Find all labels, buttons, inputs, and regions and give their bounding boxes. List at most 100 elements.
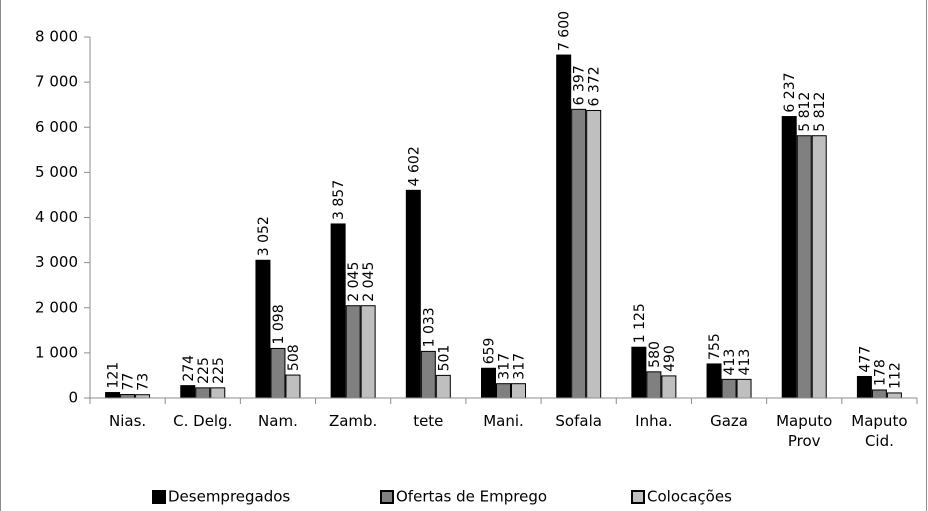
data-label: 121 [106, 362, 122, 389]
data-label: 490 [662, 345, 678, 372]
data-label: 2 045 [346, 262, 362, 302]
bar-desempregados [856, 375, 872, 399]
data-label: 659 [482, 338, 498, 365]
bar-coloca-es [285, 374, 301, 399]
data-label: 225 [211, 357, 227, 384]
y-tick-label: 2 000 [35, 298, 78, 316]
data-labels: 121 274 3 052 3 857 4 602 659 7 600 1 125 755 6 2… [106, 11, 904, 391]
bar-ofertas-de-emprego [871, 389, 887, 399]
bar-ofertas-de-emprego [270, 347, 286, 399]
bar-desempregados [631, 346, 647, 399]
bar-ofertas-de-emprego [646, 371, 662, 399]
y-tick-label: 4 000 [35, 208, 78, 226]
x-tick-label: Mani. [483, 412, 524, 430]
x-tick-label: Nias. [109, 412, 146, 430]
legend-swatch [152, 490, 166, 504]
x-tick-label-line: C. Delg. [173, 412, 232, 430]
x-tick-label-line: tete [413, 412, 443, 430]
data-label: 317 [497, 353, 513, 380]
bar-desempregados [255, 259, 271, 399]
y-tick-label: 3 000 [35, 253, 78, 271]
data-label: 178 [872, 359, 888, 386]
data-label: 413 [737, 349, 753, 376]
data-label: 3 052 [256, 216, 272, 256]
x-tick-label-line: Nam. [258, 412, 298, 430]
y-tick-label: 0 [68, 389, 78, 407]
bar-coloca-es [511, 383, 526, 399]
x-tick-label: Maputo Prov [776, 412, 832, 450]
legend-label: Colocações [647, 488, 732, 506]
data-label: 274 [181, 355, 197, 382]
x-tick-label: Maputo Cid. [851, 412, 907, 450]
x-axis: Nias. C. Delg. Nam. Zamb. tete Mani. Sofala Inh… [89, 397, 918, 450]
x-tick-label-line: Mani. [483, 412, 524, 430]
bar-desempregados [556, 54, 572, 399]
data-label: 1 125 [632, 303, 648, 343]
data-label: 6 237 [782, 72, 798, 112]
bar-ofertas-de-emprego [571, 108, 587, 399]
data-label: 5 812 [812, 92, 828, 132]
x-tick-label: Inha. [635, 412, 672, 430]
bar-desempregados [481, 367, 496, 399]
x-tick-label: Gaza [710, 412, 748, 430]
bar-desempregados [105, 392, 121, 399]
bar-desempregados [330, 223, 346, 399]
data-label: 5 812 [797, 92, 813, 132]
bar-desempregados [405, 189, 421, 399]
data-label: 580 [647, 341, 663, 368]
x-tick-label-line: Sofala [555, 412, 602, 430]
y-tick-label: 5 000 [35, 163, 78, 181]
bar-desempregados [781, 116, 797, 399]
bar-ofertas-de-emprego [120, 394, 136, 399]
data-label: 413 [722, 349, 738, 376]
x-tick-label-line: Nias. [109, 412, 146, 430]
x-tick-label: tete [413, 412, 443, 430]
bar-ofertas-de-emprego [345, 305, 361, 399]
x-tick-label: C. Delg. [173, 412, 232, 430]
x-tick-label-line: Inha. [635, 412, 672, 430]
y-tick-label: 6 000 [35, 118, 78, 136]
data-label: 508 [286, 344, 302, 371]
bar-coloca-es [586, 109, 602, 399]
bar-desempregados [706, 363, 722, 399]
y-tick-label: 8 000 [35, 28, 78, 46]
data-label: 6 372 [587, 66, 603, 106]
data-label: 7 600 [557, 11, 573, 51]
x-tick-label: Zamb. [329, 412, 377, 430]
data-label: 77 [121, 373, 137, 391]
data-label: 1 098 [271, 304, 287, 344]
x-tick-label-line: Prov [788, 432, 821, 450]
data-label: 2 045 [361, 262, 377, 302]
data-label: 755 [707, 333, 723, 360]
x-tick-label: Nam. [258, 412, 298, 430]
bar-coloca-es [886, 392, 902, 399]
data-label: 73 [136, 373, 152, 391]
data-label: 4 602 [406, 146, 422, 186]
bar-ofertas-de-emprego [420, 350, 436, 399]
bar-coloca-es [435, 374, 451, 399]
bar-ofertas-de-emprego [721, 378, 737, 399]
legend-swatch [631, 490, 645, 504]
bar-coloca-es [661, 375, 677, 399]
legend-label: Ofertas de Emprego [396, 488, 547, 506]
bar-coloca-es [736, 378, 752, 399]
y-tick-label: 7 000 [35, 73, 78, 91]
bar-ofertas-de-emprego [195, 387, 211, 399]
x-tick-label-line: Maputo [851, 412, 907, 430]
data-label: 3 857 [331, 180, 347, 220]
data-label: 317 [512, 353, 528, 380]
bar-ofertas-de-emprego [796, 135, 812, 399]
data-label: 501 [436, 345, 452, 372]
bars [105, 54, 902, 399]
x-tick-label-line: Cid. [865, 432, 894, 450]
data-label: 6 397 [572, 65, 588, 105]
y-tick-label: 1 000 [35, 343, 78, 361]
bar-coloca-es [811, 135, 827, 399]
legend: Desempregados Ofertas de Emprego Colocaçõe… [152, 488, 732, 506]
bar-desempregados [180, 385, 196, 399]
data-label: 1 033 [421, 307, 437, 347]
legend-swatch [380, 490, 394, 504]
bar-ofertas-de-emprego [496, 383, 511, 399]
